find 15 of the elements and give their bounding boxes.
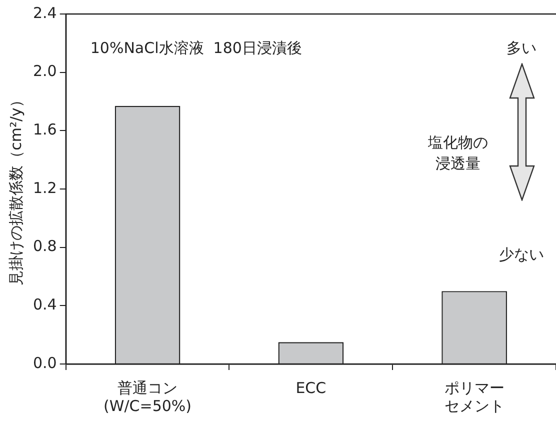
x-tick-label: ECC: [296, 378, 326, 397]
y-axis-title: 見掛けの拡散係数（cm²/y）: [6, 92, 25, 286]
y-tick-label: 2.4: [32, 4, 57, 22]
y-tick-label: 1.2: [32, 178, 57, 197]
x-tick-label: 普通コン (W/C=50%): [104, 378, 192, 415]
y-tick-label: 2.0: [32, 62, 57, 80]
x-tick-label: ポリマーセメント: [444, 378, 504, 415]
annotation: 少ない: [499, 245, 544, 264]
y-tick-label: 0.8: [32, 237, 57, 256]
y-tick-label: 1.6: [32, 120, 57, 139]
annotation: 多い: [506, 38, 537, 57]
annotation: 塩化物の浸透量: [426, 133, 488, 172]
y-tick-label: 0.0: [32, 354, 57, 372]
y-tick-label: 0.4: [32, 296, 57, 314]
annotation: 10%NaCl水溶液 180日浸漬後: [90, 38, 302, 57]
